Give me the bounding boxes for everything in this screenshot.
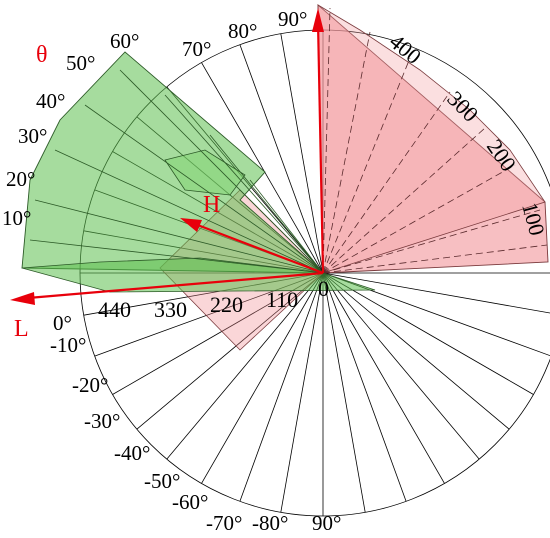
lower-radial-line: [322, 272, 550, 314]
green-facet-line: [249, 179, 324, 274]
lower-radial-line: [322, 272, 510, 430]
angle-label-0: 0°: [53, 311, 72, 335]
angle-label-90-top: 90°: [278, 7, 307, 31]
lower-radial-line: [322, 272, 445, 484]
green-sector-notch: [164, 149, 246, 196]
angle-label-60: 60°: [110, 29, 139, 53]
angle-label-minus40: -40°: [114, 441, 150, 465]
lower-radial-line: [322, 272, 534, 395]
angle-label-minus70: -70°: [206, 511, 242, 535]
pink-dashed-line: [322, 164, 516, 274]
pink-dashed-line: [322, 31, 371, 274]
lower-radial-line: [322, 272, 366, 513]
lower-radial-line: [322, 272, 407, 502]
l-axis-label: L: [14, 316, 29, 342]
l-axis-arrowhead: [10, 292, 35, 305]
angle-label-70: 70°: [182, 37, 211, 61]
origin-label: 0: [318, 276, 329, 301]
green-facet-line: [54, 149, 324, 274]
angle-label-minus30: -30°: [84, 409, 120, 433]
angle-label-50: 50°: [66, 51, 95, 75]
green-facet-line: [84, 104, 324, 274]
pink-dashed-line: [322, 209, 541, 274]
green-facet-line: [34, 199, 324, 274]
angle-label-80: 80°: [228, 19, 257, 43]
vertical-axis-arrowhead: [312, 8, 324, 32]
lower-radial-line: [239, 272, 324, 502]
angle-label-minus50: -50°: [144, 469, 180, 493]
h-axis-label: H: [203, 192, 220, 218]
angle-label-minus10: -10°: [50, 333, 86, 357]
l-tick-110: 110: [266, 287, 298, 312]
upper-radial-line: [239, 44, 324, 274]
pink-dashed-line: [322, 91, 451, 274]
pink-dashed-line: [322, 7, 331, 274]
pink-dashed-line: [322, 57, 411, 274]
axes: [10, 8, 325, 305]
pink-sector: [159, 3, 549, 351]
lower-radial-line: [136, 272, 324, 430]
pink-dashed-line: [322, 127, 486, 274]
lower-radial-line: [322, 272, 480, 460]
pink-dashed-line: [322, 244, 548, 274]
green-facet-line: [209, 134, 324, 274]
angle-label-40: 40°: [36, 89, 65, 113]
h-axis: [194, 222, 324, 275]
lower-radial-line: [112, 272, 324, 395]
green-facet-line: [29, 239, 324, 274]
pink-sector-upper-face: [317, 4, 546, 274]
angle-label-20: 20°: [6, 167, 35, 191]
upper-radial-line: [201, 62, 324, 274]
angle-label-minus20: -20°: [72, 373, 108, 397]
lower-radial-line: [280, 272, 324, 513]
green-facet-line: [119, 69, 324, 274]
l-axis: [27, 271, 324, 300]
h-axis-arrowhead: [180, 218, 202, 232]
lower-radial-line: [166, 272, 324, 460]
l-tick-330: 330: [154, 297, 187, 322]
angle-label-minus80: -80°: [252, 511, 288, 535]
lower-radial-lines: [80, 272, 550, 516]
angle-label-minus60: -60°: [172, 490, 208, 514]
vertical-axis: [316, 21, 325, 274]
upper-radial-line: [280, 33, 324, 274]
green-facet-lines: [29, 69, 324, 274]
theta-label: θ: [36, 42, 48, 68]
l-tick-220: 220: [210, 292, 243, 317]
lower-radial-line: [201, 272, 324, 484]
l-tick-440: 440: [98, 297, 131, 322]
angle-label-30: 30°: [18, 124, 47, 148]
angle-label-10: 10°: [2, 206, 31, 230]
pink-dashed-lines: [322, 7, 548, 274]
green-facet-line: [164, 94, 324, 274]
angle-label-90-bottom: 90°: [312, 511, 341, 535]
